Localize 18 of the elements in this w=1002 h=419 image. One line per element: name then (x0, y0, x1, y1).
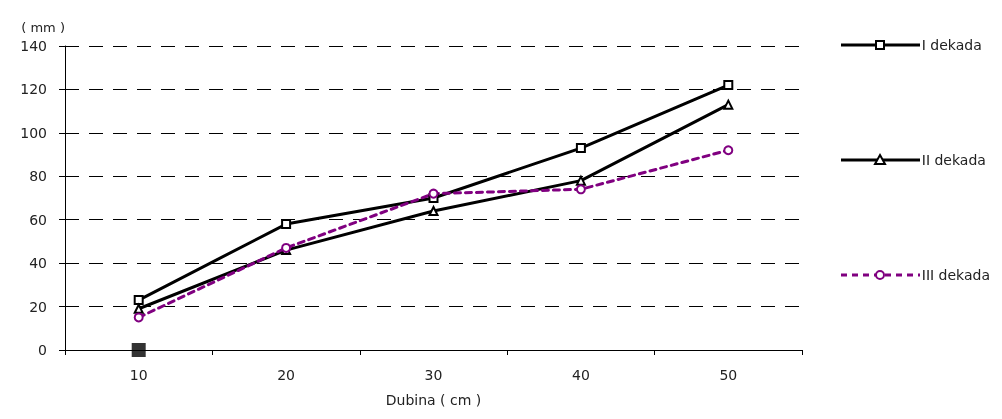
y-tick-label: 60 (29, 211, 47, 228)
y-tick-label: 140 (20, 38, 47, 54)
y-axis-title: ( mm ) (21, 20, 65, 35)
x-tick-label: 50 (719, 367, 738, 383)
y-tick-label: 0 (38, 342, 47, 358)
y-tick-label: 100 (20, 124, 47, 141)
x-tick-label: 20 (277, 367, 296, 383)
x-tick-label: 10 (129, 367, 148, 383)
y-tick-label: 80 (29, 168, 47, 185)
text: III dekada (921, 267, 990, 283)
text: I dekada (921, 37, 982, 53)
text: II dekada (921, 152, 986, 168)
x-tick-label: 40 (571, 367, 590, 383)
y-tick-label: 40 (29, 255, 47, 272)
y-tick-label: 120 (20, 81, 47, 98)
x-axis-title: Dubina ( cm ) (385, 392, 482, 408)
y-tick-label: 20 (29, 298, 47, 315)
x-tick-label: 30 (424, 367, 443, 383)
